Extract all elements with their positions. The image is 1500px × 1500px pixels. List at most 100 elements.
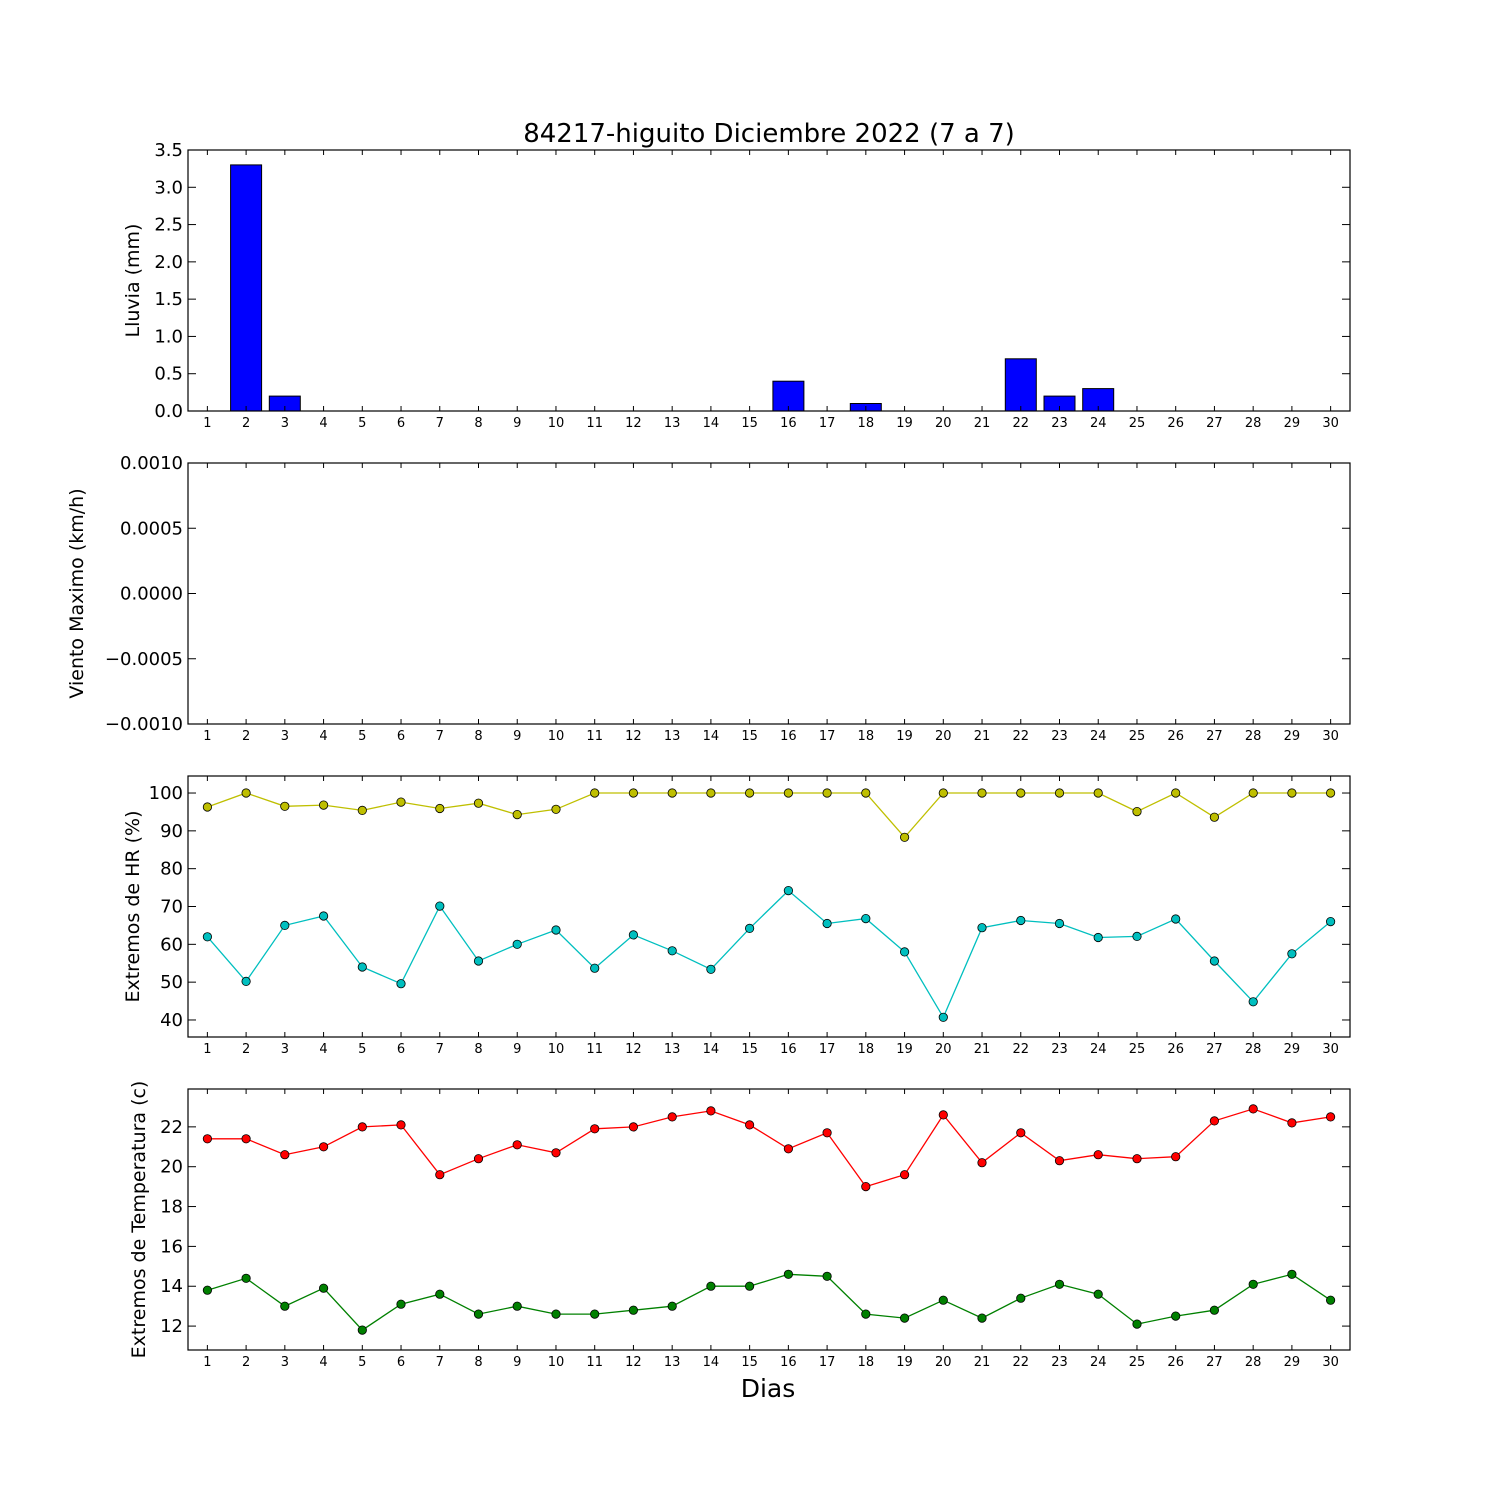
x-tick-label: 25	[1129, 729, 1146, 744]
y-tick-label: 100	[149, 783, 183, 804]
humidity-panel-series-2-point-day-9	[512, 939, 522, 949]
x-tick-label: 17	[819, 416, 836, 431]
temperature-panel-series-1-point-day-26	[1171, 1152, 1181, 1162]
humidity-panel-series-1-point-day-11	[590, 788, 600, 798]
x-tick-label: 30	[1322, 416, 1339, 431]
humidity-panel-series-2-point-day-27	[1209, 956, 1220, 966]
humidity-panel-series-2-point-day-7	[435, 901, 445, 911]
rain-bar-day-2	[230, 164, 263, 412]
temperature-panel-series-1-point-day-5	[357, 1122, 367, 1132]
x-tick-label: 14	[703, 729, 720, 744]
x-tick-label: 3	[281, 1042, 289, 1057]
y-tick-label: 16	[160, 1236, 183, 1257]
temperature-panel-frame	[187, 1088, 1351, 1351]
x-tick-label: 13	[664, 1355, 681, 1370]
temperature-panel-series-2-point-day-28	[1248, 1279, 1258, 1289]
humidity-panel-series-1-point-day-22	[1016, 788, 1026, 798]
x-tick-label: 21	[974, 1355, 991, 1370]
humidity-panel-series-1-point-day-30	[1326, 788, 1336, 798]
temperature-panel-series-1-point-day-17	[822, 1128, 832, 1138]
humidity-panel-series-1-point-day-8	[473, 798, 484, 808]
x-tick-label: 20	[935, 1042, 952, 1057]
humidity-panel-series-2-point-day-13	[667, 946, 677, 956]
x-tick-label: 18	[858, 1355, 875, 1370]
x-tick-label: 1	[203, 1355, 211, 1370]
x-tick-label: 22	[1012, 1355, 1029, 1370]
x-tick-label: 4	[319, 1355, 327, 1370]
x-tick-label: 25	[1129, 1042, 1146, 1057]
temperature-panel-series-2-point-day-22	[1016, 1293, 1026, 1303]
humidity-panel-series-2-point-day-29	[1287, 949, 1297, 959]
humidity-panel-series-2-line	[206, 889, 1332, 1019]
temperature-panel-series-1-point-day-3	[280, 1150, 290, 1160]
temperature-panel-series-2-point-day-21	[977, 1313, 987, 1323]
x-tick-label: 16	[780, 416, 797, 431]
x-tick-label: 5	[358, 416, 366, 431]
temperature-panel-series-2-point-day-7	[435, 1289, 445, 1299]
humidity-panel-series-2-point-day-19	[899, 947, 910, 957]
temperature-panel-series-2-point-day-8	[473, 1309, 484, 1319]
y-tick-label: 3.0	[154, 177, 183, 198]
x-tick-label: 6	[397, 1355, 405, 1370]
temperature-panel-series-2-point-day-12	[628, 1305, 639, 1315]
humidity-panel-series-2-point-day-23	[1054, 918, 1065, 929]
x-tick-label: 18	[858, 416, 875, 431]
temperature-panel-series-1-point-day-10	[551, 1148, 561, 1158]
x-tick-label: 3	[281, 1355, 289, 1370]
temperature-panel-series-1-point-day-25	[1132, 1154, 1142, 1164]
humidity-panel-series-1-point-day-5	[357, 805, 367, 816]
temperature-panel-series-1-point-day-1	[202, 1134, 212, 1144]
x-tick-label: 2	[242, 1355, 250, 1370]
humidity-panel-series-1-point-day-28	[1248, 788, 1258, 798]
x-tick-label: 7	[436, 729, 444, 744]
humidity-panel-series-2-point-day-28	[1248, 997, 1258, 1007]
y-tick-label: 40	[160, 1010, 183, 1031]
x-tick-label: 2	[242, 416, 250, 431]
x-tick-label: 15	[741, 1355, 758, 1370]
x-tick-label: 15	[741, 416, 758, 431]
humidity-panel-series-1-point-day-21	[977, 788, 987, 798]
x-tick-label: 26	[1167, 1355, 1184, 1370]
x-tick-label: 19	[896, 416, 913, 431]
x-tick-label: 1	[203, 729, 211, 744]
humidity-panel: 1 2 3 4 5 6 7 8 9 10 11 12 13 14 15 16 17 18 19 20 21 22 23 24 2…	[122, 775, 1351, 1057]
temperature-panel-series-2-point-day-6	[396, 1299, 406, 1309]
x-tick-label: 16	[780, 1042, 797, 1057]
x-tick-label: 12	[625, 729, 642, 744]
x-tick-label: 16	[780, 1355, 797, 1370]
x-tick-label: 20	[935, 729, 952, 744]
humidity-panel-series-2-point-day-12	[628, 930, 639, 940]
x-tick-label: 11	[586, 1355, 603, 1370]
x-tick-label: 4	[319, 416, 327, 431]
humidity-panel-series-1-point-day-10	[551, 804, 561, 814]
y-tick-label: 70	[160, 897, 183, 918]
humidity-panel-series-2-point-day-2	[241, 976, 251, 987]
y-tick-label: 20	[160, 1157, 183, 1178]
y-tick-label: 22	[160, 1117, 183, 1138]
x-tick-label: 24	[1090, 1042, 1107, 1057]
humidity-panel-series-2-point-day-6	[396, 979, 406, 989]
humidity-panel-series-2-point-day-5	[357, 962, 367, 972]
x-tick-label: 27	[1206, 729, 1223, 744]
humidity-panel-series-1-point-day-6	[396, 797, 406, 807]
x-tick-label: 5	[358, 1355, 366, 1370]
y-tick-label: 0.0	[154, 401, 183, 422]
y-tick-label: 1.0	[154, 326, 183, 347]
x-tick-label: 29	[1284, 1042, 1301, 1057]
x-tick-label: 16	[780, 729, 797, 744]
x-tick-label: 9	[513, 416, 521, 431]
x-tick-label: 13	[664, 1042, 681, 1057]
x-tick-label: 24	[1090, 416, 1107, 431]
x-tick-label: 1	[203, 1042, 211, 1057]
x-tick-label: 13	[664, 729, 681, 744]
x-tick-label: 9	[513, 1042, 521, 1057]
temperature-panel-series-1-point-day-29	[1287, 1118, 1297, 1128]
x-tick-label: 15	[741, 729, 758, 744]
temperature-panel: 1 2 3 4 5 6 7 8 9 10 11 12 13 14 15 16 17 18 19 20 21 22 23 24 2…	[128, 1081, 1351, 1370]
y-tick-label: 2.0	[154, 252, 183, 273]
temperature-panel-series-2-point-day-14	[706, 1281, 716, 1291]
x-tick-label: 10	[548, 1355, 565, 1370]
x-tick-label: 26	[1167, 729, 1184, 744]
